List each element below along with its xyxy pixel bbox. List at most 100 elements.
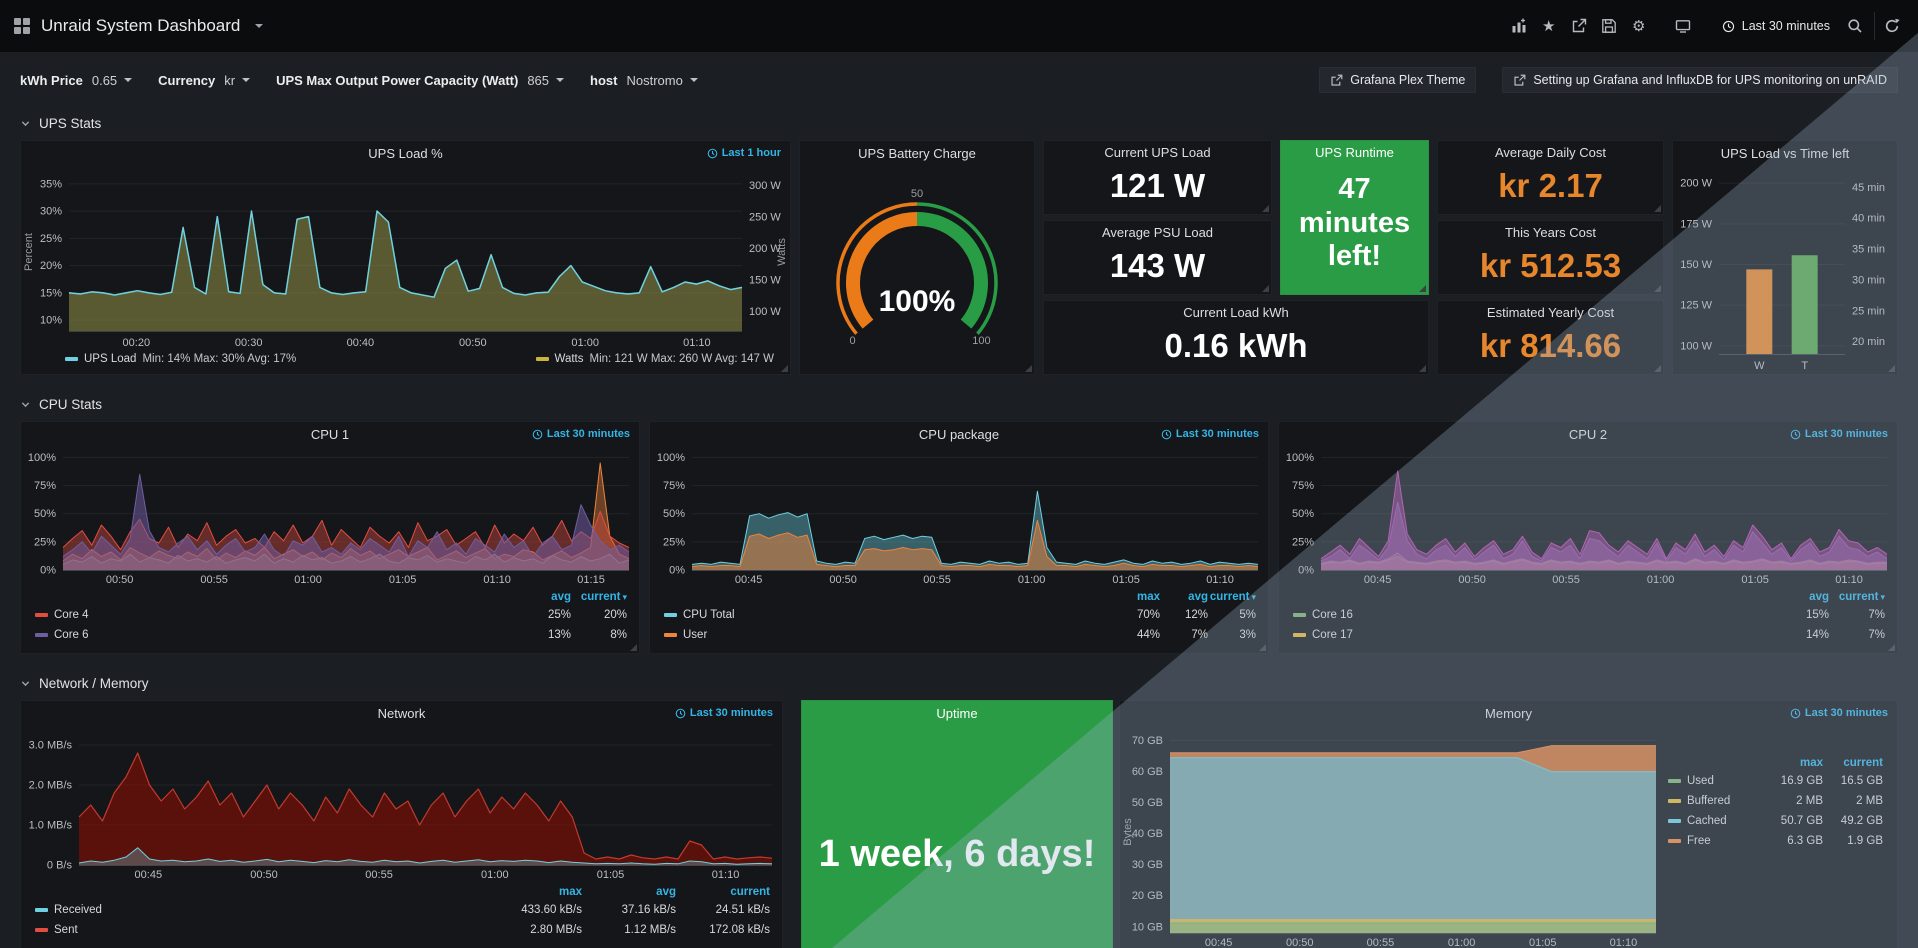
time-range-button[interactable]: Last 30 minutes bbox=[1712, 14, 1840, 38]
dashboard-grid-icon[interactable] bbox=[14, 18, 30, 34]
section-cpu-stats[interactable]: CPU Stats bbox=[0, 387, 1918, 421]
svg-text:250 W: 250 W bbox=[749, 212, 781, 224]
series-name[interactable]: Core 6 bbox=[54, 629, 89, 641]
tv-mode-button[interactable] bbox=[1668, 12, 1698, 40]
chevron-down-icon bbox=[21, 401, 30, 407]
svg-text:125 W: 125 W bbox=[1680, 300, 1712, 312]
panel-title[interactable]: UPS Load % bbox=[368, 145, 443, 161]
share-button[interactable] bbox=[1564, 12, 1594, 40]
panel-ups-load: UPS Load % Last 1 hour 35% 30% 25% 20% 15% 10… bbox=[20, 140, 791, 375]
section-network-memory[interactable]: Network / Memory bbox=[0, 666, 1918, 700]
svg-text:25%: 25% bbox=[1292, 536, 1314, 548]
settings-button[interactable]: ⚙ bbox=[1624, 12, 1654, 40]
panel-title[interactable]: Estimated Yearly Cost bbox=[1486, 304, 1615, 320]
panel-title[interactable]: Network bbox=[377, 705, 426, 721]
series-stats: Min: 14% Max: 30% Avg: 17% bbox=[142, 353, 297, 365]
variable-value-dropdown[interactable]: kr bbox=[224, 73, 251, 88]
svg-text:50%: 50% bbox=[663, 508, 685, 520]
svg-text:30%: 30% bbox=[40, 206, 62, 218]
panel-title[interactable]: Uptime bbox=[936, 705, 978, 721]
cpu1-chart[interactable]: 100% 75% 50% 25% 0% 00:50 00:55 01:00 01:05 01:10… bbox=[21, 446, 639, 588]
panel-title[interactable]: CPU 1 bbox=[310, 426, 350, 442]
series-color-swatch bbox=[1668, 819, 1681, 823]
network-chart[interactable]: 3.0 MB/s 2.0 MB/s 1.0 MB/s 0 B/s 00:45 00:50 0… bbox=[21, 725, 782, 883]
chevron-down-icon bbox=[689, 78, 698, 82]
series-name[interactable]: Core 16 bbox=[1312, 609, 1353, 621]
legend-header[interactable]: current bbox=[730, 886, 770, 898]
series-name[interactable]: User bbox=[683, 629, 708, 641]
star-button[interactable]: ★ bbox=[1534, 12, 1564, 40]
legend-header[interactable]: current ▾ bbox=[580, 591, 627, 603]
variable-value-dropdown[interactable]: 0.65 bbox=[92, 73, 133, 88]
clock-icon bbox=[532, 429, 543, 439]
legend-header[interactable]: current ▾ bbox=[1838, 591, 1885, 603]
cpu2-legend: avg current ▾ Core 16 15% 7% Core 17 14% 7… bbox=[1279, 588, 1897, 645]
battery-gauge[interactable]: 0 50 100 100% bbox=[800, 165, 1034, 374]
series-name[interactable]: Watts bbox=[554, 353, 584, 365]
load-vs-time-chart[interactable]: 200 W 175 W 150 W 125 W 100 W 45 min 40 min 35 … bbox=[1673, 165, 1897, 374]
memory-chart[interactable]: 70 GB 60 GB 50 GB 40 GB 30 GB 20 GB 10 GB 00:45… bbox=[1120, 725, 1664, 948]
legend-header[interactable]: current bbox=[1843, 757, 1883, 769]
legend-value: 50.7 GB bbox=[1780, 815, 1823, 827]
legend-header[interactable]: avg bbox=[551, 591, 571, 603]
panel-title[interactable]: CPU 2 bbox=[1568, 426, 1608, 442]
panel-title[interactable]: CPU package bbox=[918, 426, 1000, 442]
svg-text:01:05: 01:05 bbox=[1741, 574, 1769, 586]
legend-header[interactable]: max bbox=[558, 886, 582, 898]
svg-text:50%: 50% bbox=[34, 508, 56, 520]
dashboard-title[interactable]: Unraid System Dashboard bbox=[41, 16, 241, 35]
zoom-out-button[interactable] bbox=[1840, 12, 1870, 40]
cpu-package-chart[interactable]: 100% 75% 50% 25% 0% 00:45 00:50 00:55 01:00 01:05… bbox=[650, 446, 1268, 588]
panel-title[interactable]: Current Load kWh bbox=[1183, 304, 1289, 320]
panel-title[interactable]: Average Daily Cost bbox=[1494, 144, 1607, 160]
series-name[interactable]: Sent bbox=[54, 924, 78, 936]
panel-title[interactable]: Average PSU Load bbox=[1101, 224, 1214, 240]
panel-title[interactable]: Memory bbox=[1485, 705, 1532, 721]
panel-title[interactable]: UPS Battery Charge bbox=[858, 145, 976, 161]
series-color-swatch bbox=[664, 633, 677, 637]
svg-text:40 GB: 40 GB bbox=[1132, 828, 1163, 840]
panel-title[interactable]: Current UPS Load bbox=[1104, 144, 1211, 160]
panel-ups-runtime: UPS Runtime 47 minutes left! bbox=[1280, 140, 1429, 295]
section-ups-stats[interactable]: UPS Stats bbox=[0, 106, 1918, 140]
series-name[interactable]: Core 4 bbox=[54, 609, 89, 621]
legend-header[interactable]: avg bbox=[656, 886, 676, 898]
series-name[interactable]: Core 17 bbox=[1312, 629, 1353, 641]
legend-header[interactable]: max bbox=[1136, 591, 1160, 603]
series-name[interactable]: Free bbox=[1687, 835, 1711, 847]
link-grafana-influxdb-guide[interactable]: Setting up Grafana and InfluxDB for UPS … bbox=[1502, 67, 1898, 93]
panel-title[interactable]: This Years Cost bbox=[1504, 224, 1597, 240]
variable-value-dropdown[interactable]: 865 bbox=[527, 73, 565, 88]
legend-header[interactable]: max bbox=[1799, 757, 1823, 769]
legend-header[interactable]: avg bbox=[1188, 591, 1208, 603]
svg-text:01:15: 01:15 bbox=[577, 574, 605, 586]
series-name[interactable]: CPU Total bbox=[683, 609, 735, 621]
variable-value-dropdown[interactable]: Nostromo bbox=[626, 73, 698, 88]
svg-text:75%: 75% bbox=[1292, 480, 1314, 492]
svg-text:15%: 15% bbox=[40, 287, 62, 299]
save-button[interactable] bbox=[1594, 12, 1624, 40]
panel-ups-battery-charge: UPS Battery Charge 0 50 100 100% bbox=[799, 140, 1035, 375]
refresh-button[interactable] bbox=[1874, 12, 1904, 40]
panel-title[interactable]: UPS Load vs Time left bbox=[1720, 145, 1850, 161]
series-name[interactable]: Received bbox=[54, 904, 102, 916]
svg-text:30 min: 30 min bbox=[1852, 274, 1885, 286]
legend-value: 24.51 kB/s bbox=[715, 904, 770, 916]
series-color-swatch bbox=[1293, 613, 1306, 617]
link-grafana-plex-theme[interactable]: Grafana Plex Theme bbox=[1319, 67, 1477, 93]
cpu2-chart[interactable]: 100% 75% 50% 25% 0% 00:45 00:50 00:55 01:00 01:05… bbox=[1279, 446, 1897, 588]
series-name[interactable]: Used bbox=[1687, 775, 1714, 787]
add-panel-button[interactable] bbox=[1504, 12, 1534, 40]
panel-current-ups-load: Current UPS Load 121 W bbox=[1043, 140, 1272, 215]
series-name[interactable]: UPS Load bbox=[84, 353, 137, 365]
legend-value: 2 MB bbox=[1856, 795, 1883, 807]
ups-stat-grid: Current UPS Load 121 W UPS Runtime 47 mi… bbox=[1043, 140, 1429, 375]
legend-header[interactable]: avg bbox=[1809, 591, 1829, 603]
legend-header[interactable]: current ▾ bbox=[1209, 591, 1256, 603]
series-name[interactable]: Cached bbox=[1687, 815, 1727, 827]
panel-title[interactable]: UPS Runtime bbox=[1315, 144, 1394, 160]
svg-text:0%: 0% bbox=[669, 565, 685, 577]
series-name[interactable]: Buffered bbox=[1687, 795, 1731, 807]
legend-value: 2.80 MB/s bbox=[530, 924, 582, 936]
ups-load-chart[interactable]: 35% 30% 25% 20% 15% 10% 300 W 250 W 200 W 150 W 10… bbox=[21, 165, 790, 351]
